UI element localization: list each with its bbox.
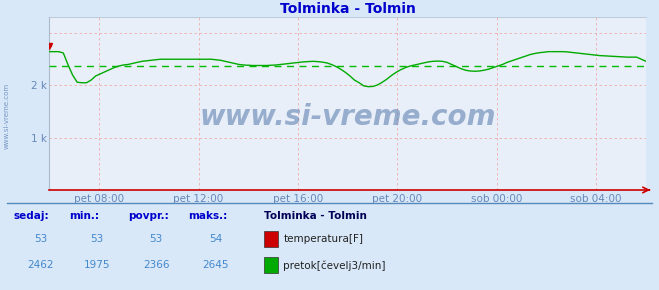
Text: povpr.:: povpr.: xyxy=(129,211,169,221)
Text: 2366: 2366 xyxy=(143,260,169,270)
Text: maks.:: maks.: xyxy=(188,211,227,221)
Text: min.:: min.: xyxy=(69,211,100,221)
Text: sedaj:: sedaj: xyxy=(13,211,49,221)
Text: 2645: 2645 xyxy=(202,260,229,270)
Text: www.si-vreme.com: www.si-vreme.com xyxy=(200,104,496,131)
Text: www.si-vreme.com: www.si-vreme.com xyxy=(3,83,10,149)
Text: 54: 54 xyxy=(209,234,222,244)
Title: Tolminka - Tolmin: Tolminka - Tolmin xyxy=(279,2,416,16)
Text: pretok[čevelj3/min]: pretok[čevelj3/min] xyxy=(283,260,386,271)
Text: temperatura[F]: temperatura[F] xyxy=(283,234,363,244)
Text: Tolminka - Tolmin: Tolminka - Tolmin xyxy=(264,211,366,221)
Text: 1975: 1975 xyxy=(84,260,110,270)
Text: 53: 53 xyxy=(90,234,103,244)
Text: 53: 53 xyxy=(150,234,163,244)
Text: 2462: 2462 xyxy=(28,260,54,270)
Text: 53: 53 xyxy=(34,234,47,244)
